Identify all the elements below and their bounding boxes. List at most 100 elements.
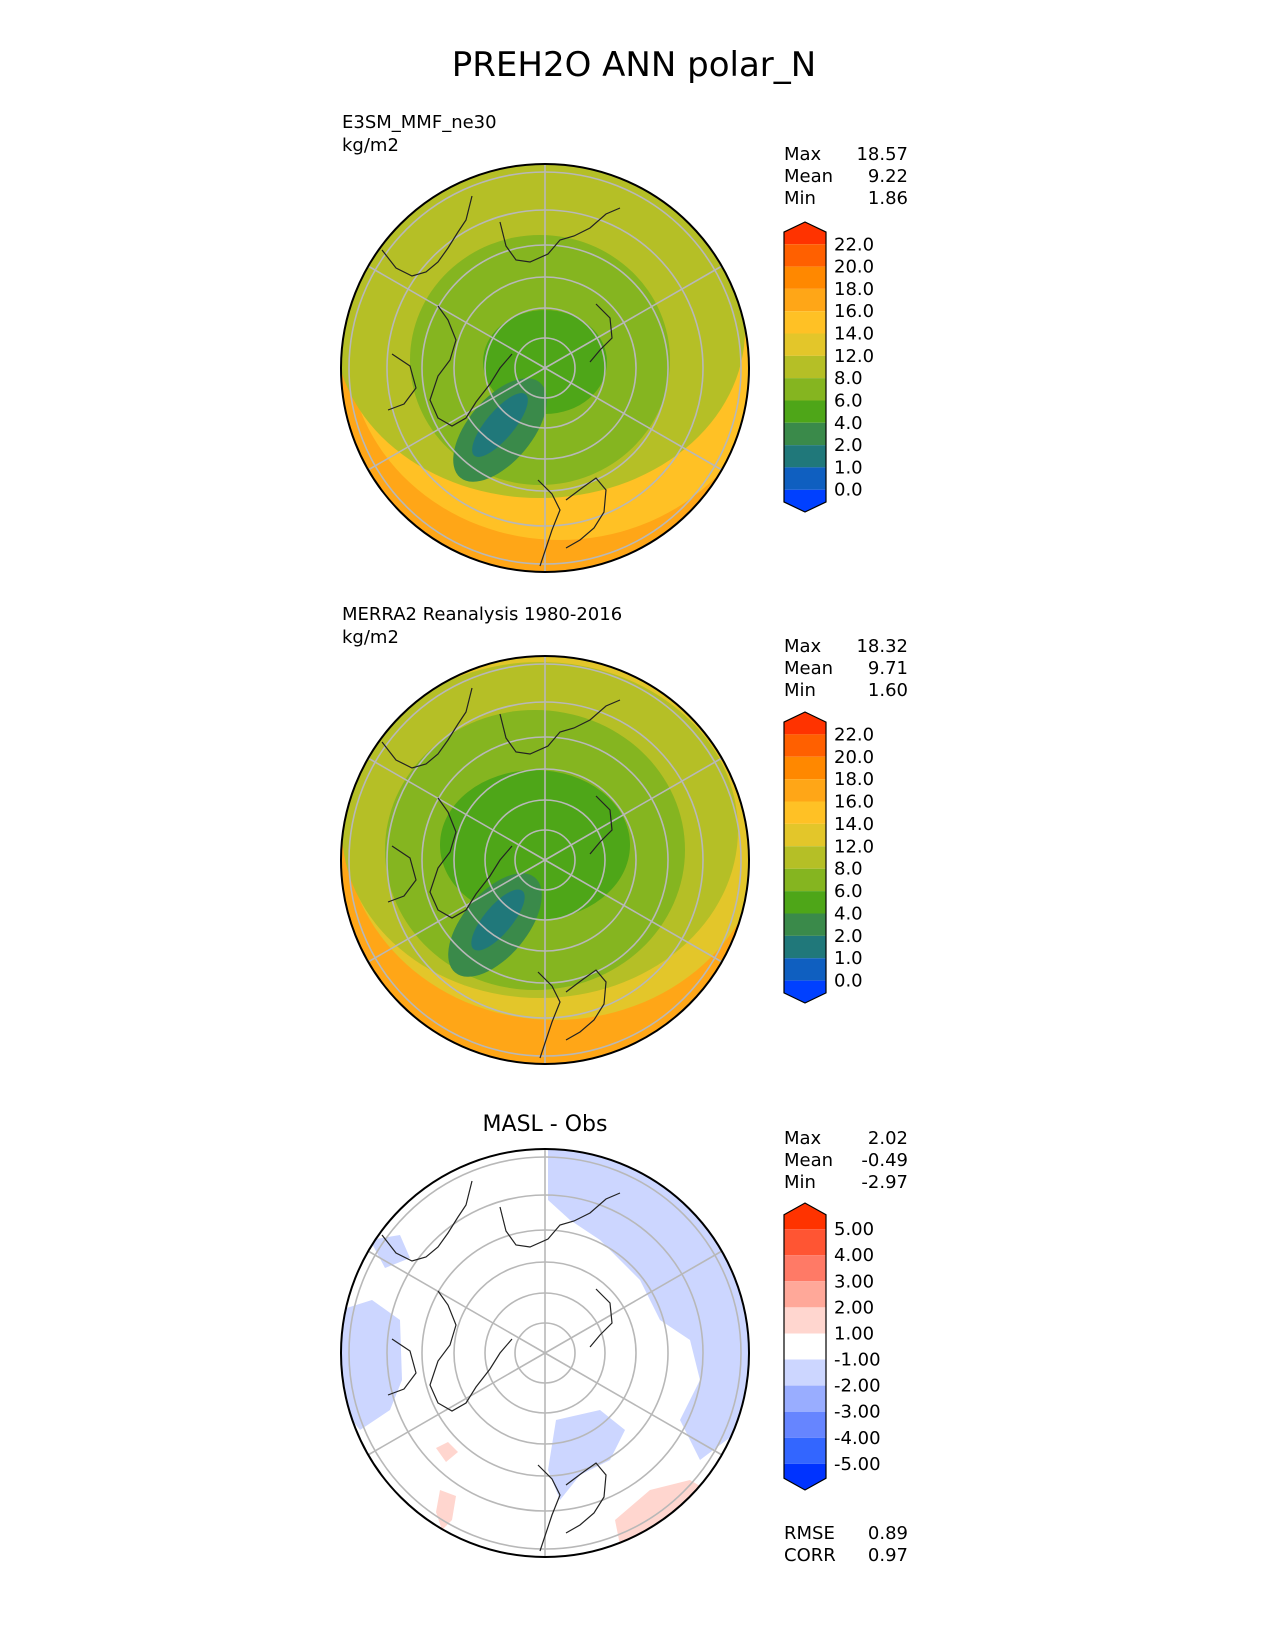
colorbar-swatch (784, 467, 826, 490)
metric-value-rmse: 0.89 (868, 1523, 908, 1544)
stats-block: Max 18.32 Mean 9.71 Min 1.60 (784, 636, 908, 701)
colorbar-tick-label: 1.0 (834, 457, 863, 478)
stats-block: Max 18.57 Mean 9.22 Min 1.86 (784, 144, 908, 209)
colorbar-swatch (784, 935, 826, 959)
metric-label-corr: CORR (784, 1545, 836, 1566)
colorbar-tick-label: 16.0 (834, 301, 874, 322)
stat-value-max: 18.32 (856, 636, 908, 657)
colorbar-swatch (784, 422, 826, 446)
colorbar-tick-label: 4.0 (834, 903, 863, 924)
colorbar-tick-label: 2.0 (834, 926, 863, 947)
map-border (340, 655, 750, 1065)
colorbar-swatch (784, 891, 826, 914)
colorbar-swatch (784, 712, 826, 735)
stat-label-max: Max (784, 636, 822, 657)
colorbar-swatch (784, 1385, 826, 1412)
stat-label-mean: Mean (784, 658, 833, 679)
field-negative (370, 1235, 410, 1268)
stat-label-mean: Mean (784, 166, 833, 187)
field-greenland-core (472, 393, 528, 457)
colorbar-tick-label: 12.0 (834, 346, 874, 367)
colorbar-swatch (784, 801, 826, 824)
colorbar-swatch (784, 266, 826, 289)
colorbar-swatch (784, 1359, 826, 1386)
stat-value-min: 1.60 (868, 680, 908, 701)
colorbar-swatch (784, 1255, 826, 1282)
metric-value-corr: 0.97 (868, 1545, 908, 1566)
colorbar-tick-label: 8.0 (834, 368, 863, 389)
colorbar-outline (783, 221, 827, 513)
colorbar-swatch (784, 734, 826, 757)
colorbar-swatch (784, 1437, 826, 1464)
colorbar-tick-label: 6.0 (834, 881, 863, 902)
map-border (340, 163, 750, 573)
colorbar-swatch (784, 1203, 826, 1230)
colorbar-tick-label: -5.00 (834, 1454, 881, 1475)
field-greenland-core (471, 889, 525, 951)
colorbar-difference: 5.00 4.00 3.00 2.00 1.00 -1.00 -2.00 -3.00 -4.00… (783, 1202, 881, 1491)
colorbar-outline (783, 711, 827, 1004)
stat-label-mean: Mean (784, 1150, 833, 1171)
colorbar-tick-label: 5.00 (834, 1219, 874, 1240)
colorbar-swatch (784, 779, 826, 802)
colorbar-test: 22.020.018.016.014.012.08.06.04.02.01.00… (783, 221, 874, 513)
colorbar-tick-label: 0.0 (834, 971, 863, 992)
colorbar-swatch (784, 1229, 826, 1256)
panel-difference: MASL - Obs (340, 1112, 908, 1566)
colorbar-tick-label: -2.00 (834, 1376, 881, 1397)
colorbar-tick-label: 1.0 (834, 948, 863, 969)
colorbar-swatch (784, 1463, 826, 1490)
colorbar-tick-label: 22.0 (834, 234, 874, 255)
colorbar-swatch (784, 913, 826, 936)
field-negative (341, 1300, 402, 1430)
colorbar-tick-label: -3.00 (834, 1402, 881, 1423)
stat-value-min: 1.86 (868, 188, 908, 209)
colorbar-tick-label: 22.0 (834, 724, 874, 745)
colorbar-swatch (784, 1281, 826, 1308)
colorbar-tick-label: 1.00 (834, 1323, 874, 1344)
colorbar-tick-label: 14.0 (834, 324, 874, 345)
colorbar-outline (783, 1202, 827, 1491)
colorbar-tick-label: 8.0 (834, 859, 863, 880)
colorbar-tick-label: 3.00 (834, 1271, 874, 1292)
colorbar-swatch (784, 400, 826, 423)
colorbar-tick-label: -4.00 (834, 1428, 881, 1449)
stat-label-max: Max (784, 144, 822, 165)
map-border (340, 1148, 750, 1558)
field-negative (548, 1410, 625, 1500)
colorbar-swatch (784, 378, 826, 401)
polar-map-reference (341, 656, 749, 1064)
panel-reference-units: kg/m2 (342, 627, 399, 648)
colorbar-swatch (784, 1411, 826, 1438)
colorbar-swatch (784, 311, 826, 334)
colorbar-tick-label: 2.00 (834, 1297, 874, 1318)
colorbar-swatch (784, 846, 826, 869)
figure-title: PREH2O ANN polar_N (452, 45, 816, 85)
colorbar-tick-label: -1.00 (834, 1350, 881, 1371)
colorbar-swatch (784, 980, 826, 1003)
colorbar-tick-label: 16.0 (834, 792, 874, 813)
panel-reference-name: MERRA2 Reanalysis 1980-2016 (342, 604, 622, 625)
metric-label-rmse: RMSE (784, 1523, 835, 1544)
colorbar-tick-label: 4.00 (834, 1245, 874, 1266)
colorbar-tick-label: 2.0 (834, 435, 863, 456)
colorbar-tick-label: 4.0 (834, 413, 863, 434)
colorbar-swatch (784, 244, 826, 267)
stat-value-min: -2.97 (861, 1172, 908, 1193)
colorbar-swatch (784, 489, 826, 512)
colorbar-tick-label: 6.0 (834, 390, 863, 411)
polar-map-difference (341, 1149, 749, 1557)
panel-reference: MERRA2 Reanalysis 1980-2016 kg/m2 (340, 604, 908, 1065)
stat-value-mean: 9.71 (868, 658, 908, 679)
stat-value-max: 2.02 (868, 1128, 908, 1149)
stat-label-min: Min (784, 680, 816, 701)
colorbar-swatch (784, 868, 826, 892)
colorbar-tick-label: 12.0 (834, 836, 874, 857)
metrics-block: RMSE 0.89 CORR 0.97 (784, 1523, 908, 1566)
colorbar-tick-label: 0.0 (834, 480, 863, 501)
colorbar-swatch (784, 1333, 826, 1360)
stat-label-max: Max (784, 1128, 822, 1149)
colorbar-swatch (784, 333, 826, 356)
colorbar-reference: 22.020.018.016.014.012.08.06.04.02.01.00… (783, 711, 874, 1004)
